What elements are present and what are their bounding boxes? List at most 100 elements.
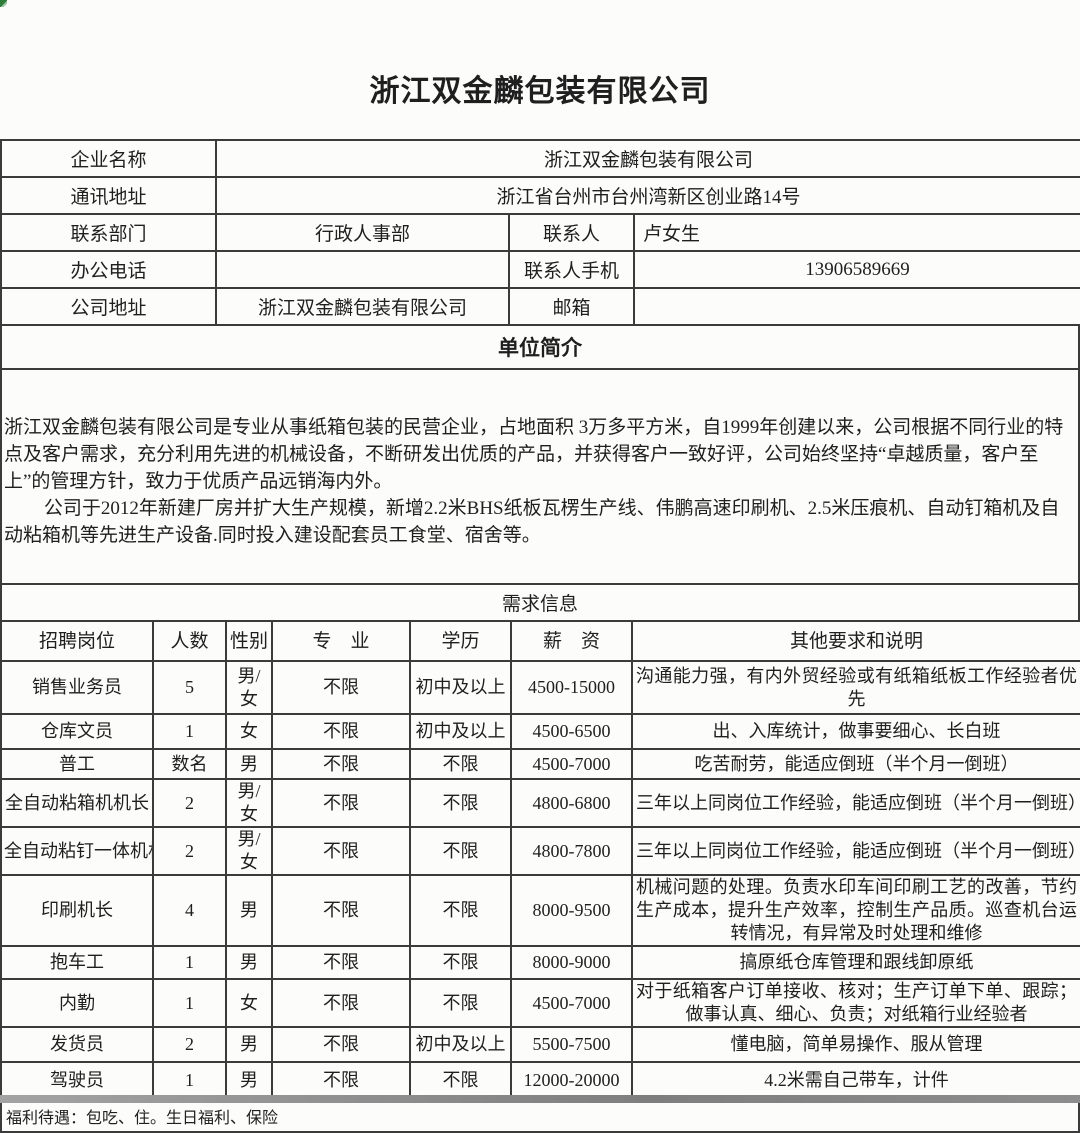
header-gender: 性别 <box>225 620 273 662</box>
cell-position: 销售业务员 <box>0 660 154 715</box>
cell-count: 1 <box>152 1061 227 1100</box>
cell-position: 印刷机长 <box>0 874 154 947</box>
table-row: 福利待遇：包吃、住。生日福利、保险 <box>0 1098 1080 1133</box>
intro-text-cell: 浙江双金麟包装有限公司是专业从事纸箱包装的民营企业，占地面积 3万多平方米，自1… <box>0 368 1080 585</box>
scan-bottom-edge <box>0 1095 1080 1103</box>
cell-count: 4 <box>152 874 227 947</box>
cell-major: 不限 <box>271 660 411 715</box>
cell-education: 不限 <box>409 748 512 780</box>
cell-count: 2 <box>152 826 227 876</box>
company-name-label: 企业名称 <box>0 139 217 178</box>
intro-body-table: 浙江双金麟包装有限公司是专业从事纸箱包装的民营企业，占地面积 3万多平方米，自1… <box>0 368 1080 585</box>
contact-dept-value: 行政人事部 <box>215 213 510 252</box>
table-row: 浙江双金麟包装有限公司是专业从事纸箱包装的民营企业，占地面积 3万多平方米，自1… <box>0 368 1080 585</box>
cell-count: 2 <box>152 778 227 828</box>
intro-section-title: 单位简介 <box>0 324 1080 370</box>
welfare-note: 福利待遇：包吃、住。生日福利、保险 <box>0 1098 1080 1133</box>
demand-section: 需求信息 <box>0 583 1080 622</box>
cell-major: 不限 <box>271 978 411 1028</box>
company-addr-value: 浙江双金麟包装有限公司 <box>215 287 510 326</box>
cell-gender: 女 <box>225 713 273 750</box>
company-addr-label: 公司地址 <box>0 287 217 326</box>
header-major: 专 业 <box>271 620 411 662</box>
demand-section-title: 需求信息 <box>0 583 1080 622</box>
cell-salary: 4500-7000 <box>510 978 633 1028</box>
table-row: 驾驶员 1 男 不限 不限 12000-20000 4.2米需自己带车，计件 <box>0 1061 1080 1100</box>
intro-paragraph-2: 公司于2012年新建厂房并扩大生产规模，新增2.2米BHS纸板瓦楞生产线、伟鹏高… <box>4 498 1060 546</box>
cell-major: 不限 <box>271 748 411 780</box>
table-row: 办公电话 联系人手机 13906589669 <box>0 250 1080 289</box>
scan-corner-artifact <box>0 0 7 7</box>
cell-education: 不限 <box>409 978 512 1028</box>
mail-address-label: 通讯地址 <box>0 176 217 215</box>
company-name-value: 浙江双金麟包装有限公司 <box>215 139 1080 178</box>
cell-major: 不限 <box>271 826 411 876</box>
cell-major: 不限 <box>271 1026 411 1063</box>
cell-education: 不限 <box>409 945 512 980</box>
table-row: 普工 数名 男 不限 不限 4500-7000 吃苦耐劳，能适应倒班（半个月一倒… <box>0 748 1080 780</box>
contact-info-table: 企业名称 浙江双金麟包装有限公司 通讯地址 浙江省台州市台州湾新区创业路14号 … <box>0 139 1080 326</box>
cell-education: 不限 <box>409 1061 512 1100</box>
cell-requirements: 搞原纸仓库管理和跟线卸原纸 <box>631 945 1080 980</box>
cell-salary: 4800-6800 <box>510 778 633 828</box>
cell-position: 普工 <box>0 748 154 780</box>
table-row: 需求信息 <box>0 583 1080 622</box>
office-phone-value <box>215 250 510 289</box>
cell-count: 1 <box>152 978 227 1028</box>
cell-salary: 8000-9000 <box>510 945 633 980</box>
cell-gender: 男/女 <box>225 660 273 715</box>
table-row: 全自动粘钉一体机机长 2 男/女 不限 不限 4800-7800 三年以上同岗位… <box>0 826 1080 876</box>
jobs-table: 招聘岗位 人数 性别 专 业 学历 薪 资 其他要求和说明 销售业务员 5 男/… <box>0 620 1080 1100</box>
cell-position: 内勤 <box>0 978 154 1028</box>
contact-person-label: 联系人 <box>508 213 635 252</box>
cell-major: 不限 <box>271 874 411 947</box>
intro-paragraph-1: 浙江双金麟包装有限公司是专业从事纸箱包装的民营企业，占地面积 3万多平方米，自1… <box>4 417 1064 492</box>
cell-major: 不限 <box>271 1061 411 1100</box>
cell-gender: 男 <box>225 748 273 780</box>
footer-table: 福利待遇：包吃、住。生日福利、保险 <box>0 1098 1080 1133</box>
cell-education: 不限 <box>409 826 512 876</box>
email-label: 邮箱 <box>508 287 635 326</box>
cell-gender: 女 <box>225 978 273 1028</box>
cell-education: 初中及以上 <box>409 1026 512 1063</box>
table-row: 单位简介 <box>0 324 1080 370</box>
table-row: 通讯地址 浙江省台州市台州湾新区创业路14号 <box>0 176 1080 215</box>
cell-salary: 4800-7800 <box>510 826 633 876</box>
cell-requirements: 三年以上同岗位工作经验，能适应倒班（半个月一倒班） <box>631 826 1080 876</box>
cell-salary: 12000-20000 <box>510 1061 633 1100</box>
cell-salary: 5500-7500 <box>510 1026 633 1063</box>
cell-position: 仓库文员 <box>0 713 154 750</box>
table-row: 企业名称 浙江双金麟包装有限公司 <box>0 139 1080 178</box>
cell-salary: 4500-15000 <box>510 660 633 715</box>
table-row: 印刷机长 4 男 不限 不限 8000-9500 机械问题的处理。负责水印车间印… <box>0 874 1080 947</box>
cell-requirements: 对于纸箱客户订单接收、核对；生产订单下单、跟踪；做事认真、细心、负责；对纸箱行业… <box>631 978 1080 1028</box>
cell-position: 抱车工 <box>0 945 154 980</box>
header-salary: 薪 资 <box>510 620 633 662</box>
page-title: 浙江双金麟包装有限公司 <box>369 75 711 108</box>
cell-requirements: 出、入库统计，做事要细心、长白班 <box>631 713 1080 750</box>
cell-requirements: 懂电脑，简单易操作、服从管理 <box>631 1026 1080 1063</box>
cell-salary: 8000-9500 <box>510 874 633 947</box>
table-row: 仓库文员 1 女 不限 初中及以上 4500-6500 出、入库统计，做事要细心… <box>0 713 1080 750</box>
cell-position: 全自动粘箱机机长 <box>0 778 154 828</box>
office-phone-label: 办公电话 <box>0 250 217 289</box>
header-position: 招聘岗位 <box>0 620 154 662</box>
cell-education: 初中及以上 <box>409 713 512 750</box>
cell-education: 不限 <box>409 874 512 947</box>
cell-position: 驾驶员 <box>0 1061 154 1100</box>
email-value <box>633 287 1080 326</box>
cell-major: 不限 <box>271 945 411 980</box>
cell-education: 初中及以上 <box>409 660 512 715</box>
table-row: 公司地址 浙江双金麟包装有限公司 邮箱 <box>0 287 1080 326</box>
cell-education: 不限 <box>409 778 512 828</box>
table-row: 销售业务员 5 男/女 不限 初中及以上 4500-15000 沟通能力强，有内… <box>0 660 1080 715</box>
table-row: 抱车工 1 男 不限 不限 8000-9000 搞原纸仓库管理和跟线卸原纸 <box>0 945 1080 980</box>
cell-count: 1 <box>152 713 227 750</box>
cell-gender: 男/女 <box>225 826 273 876</box>
cell-count: 2 <box>152 1026 227 1063</box>
table-row: 全自动粘箱机机长 2 男/女 不限 不限 4800-6800 三年以上同岗位工作… <box>0 778 1080 828</box>
header-requirements: 其他要求和说明 <box>631 620 1080 662</box>
cell-requirements: 吃苦耐劳，能适应倒班（半个月一倒班） <box>631 748 1080 780</box>
cell-salary: 4500-6500 <box>510 713 633 750</box>
intro-section: 单位简介 <box>0 324 1080 370</box>
